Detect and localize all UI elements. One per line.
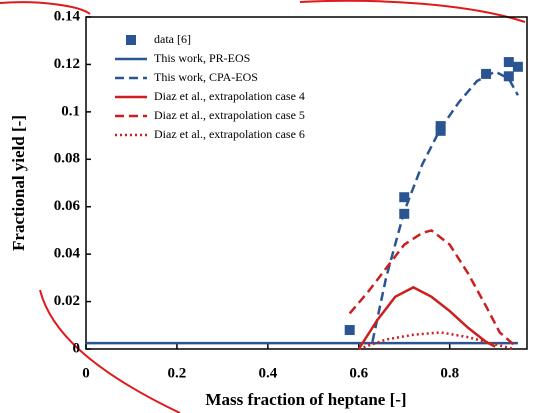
legend-label: data [6] <box>154 32 191 46</box>
legend-label: This work, PR-EOS <box>154 51 250 65</box>
plot-frame <box>85 16 528 350</box>
annotation-stroke <box>0 1 91 15</box>
legend-label: This work, CPA-EOS <box>154 70 258 84</box>
annotation-stroke <box>299 0 526 23</box>
data-point <box>512 61 523 72</box>
x-tick-label: 0.2 <box>168 365 187 381</box>
legend-label: Diaz et al., extrapolation case 6 <box>154 127 305 141</box>
data-point <box>503 57 514 68</box>
series-line <box>357 285 496 350</box>
annotation-stroke <box>39 289 181 413</box>
x-axis-title: Mass fraction of heptane [-] <box>205 390 406 409</box>
x-tick-label: 0.4 <box>258 365 277 381</box>
y-tick-label: 0.04 <box>54 246 81 262</box>
data-point <box>344 325 355 336</box>
legend-label: Diaz et al., extrapolation case 5 <box>154 108 305 122</box>
y-tick-label: 0.1 <box>61 103 80 119</box>
data-point <box>481 68 492 79</box>
x-tick-label: 0.8 <box>440 365 459 381</box>
series-line <box>358 331 514 351</box>
x-tick-label: 0 <box>82 365 90 381</box>
x-tick-label: 0.6 <box>349 365 368 381</box>
y-tick-label: 0.12 <box>54 56 80 72</box>
data-point <box>435 121 446 132</box>
series-line <box>348 229 515 346</box>
y-tick-label: 0.08 <box>54 151 80 167</box>
y-tick-label: 0.06 <box>54 198 81 214</box>
y-axis-title: Fractional yield [-] <box>9 115 28 251</box>
data-point <box>503 71 514 82</box>
data-point <box>399 192 410 203</box>
y-tick-label: 0.14 <box>54 8 81 24</box>
y-tick-label: 0.02 <box>54 293 80 309</box>
y-tick-label: 0 <box>73 340 81 356</box>
legend-label: Diaz et al., extrapolation case 4 <box>154 89 305 103</box>
legend-swatch <box>126 35 136 45</box>
series-line <box>371 70 520 343</box>
